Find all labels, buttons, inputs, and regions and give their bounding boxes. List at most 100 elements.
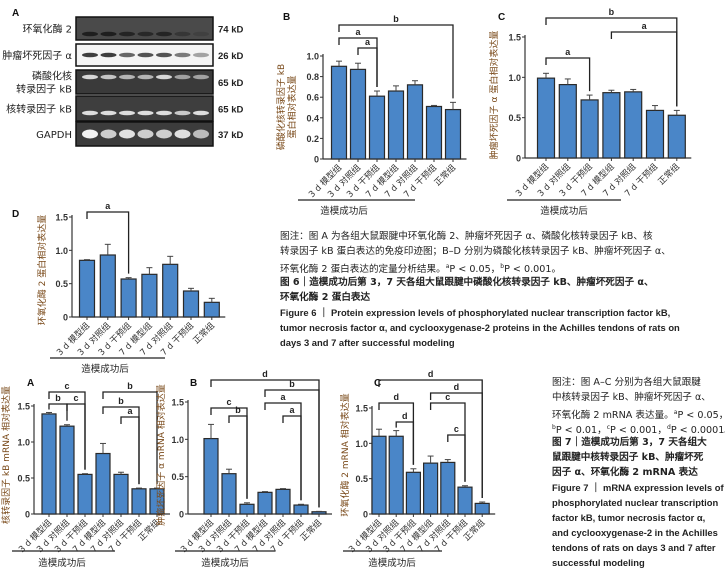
bar — [59, 425, 75, 515]
significance-bracket — [102, 391, 158, 485]
significance-label: a — [355, 27, 361, 37]
caption-text: successful modeling — [552, 557, 645, 568]
blot-band — [100, 110, 117, 116]
blot-band — [119, 52, 135, 58]
bar — [141, 273, 158, 318]
molecular-weight-label: 74 kD — [218, 25, 243, 36]
significance-label: d — [454, 382, 460, 392]
y-axis-label: 肿瘤坏死因子 α 蛋白相对表达量 — [488, 31, 500, 160]
y-tick-label: 0.5 — [508, 113, 521, 123]
y-axis-label: 核转录因子 kB mRNA 相对表达量 — [0, 386, 12, 524]
y-axis-label: 环氧化酶 2 mRNA 相对表达量 — [339, 393, 351, 516]
panel-letter: D — [12, 209, 19, 220]
blot-band — [82, 74, 98, 80]
bar — [131, 488, 147, 515]
bar — [536, 77, 556, 159]
blot-row-label: 磷酸化核 — [32, 70, 72, 83]
y-tick-label: 1.0 — [171, 435, 184, 445]
caption-text: P < 0.01， — [555, 425, 607, 436]
y-tick-label: 0 — [314, 155, 319, 165]
caption-text: 中核转录因子 kB、肿瘤坏死因子 α、 — [552, 392, 711, 403]
caption-line: 图 7｜造模成功后第 3，7 天各组大 — [552, 435, 707, 450]
caption-text: 因子 α、环氧化酶 2 mRNA 表达 — [552, 467, 698, 478]
bar — [387, 90, 405, 160]
panel-letter: A — [27, 378, 34, 389]
bar — [162, 263, 179, 318]
caption-line: 环氧化酶 2 蛋白表达 — [280, 290, 370, 305]
significance-label: b — [393, 14, 399, 24]
bar — [474, 502, 490, 515]
bar — [41, 413, 57, 515]
molecular-weight-label: 26 kD — [218, 51, 243, 62]
caption-text: 鼠跟腱中核转录因子 kB、肿瘤坏死 — [552, 452, 704, 463]
y-tick-label: 1.5 — [508, 33, 521, 43]
significance-label: d — [428, 369, 434, 379]
caption-text: 环氧化酶 2 mRNA 表达量。 — [552, 410, 674, 421]
blot-band — [82, 129, 98, 139]
significance-bracket — [429, 392, 483, 498]
blot-band — [174, 74, 191, 80]
blot-band — [100, 129, 117, 139]
bar — [349, 68, 367, 160]
significance-label: d — [402, 411, 408, 421]
bar — [624, 91, 643, 159]
blot-band — [156, 31, 172, 37]
x-axis-group-label: 造模成功后 — [368, 557, 416, 569]
y-tick-label: 0.5 — [17, 474, 30, 484]
panel-letter: C — [374, 378, 381, 389]
x-tick-label: 正常组 — [190, 319, 217, 346]
x-axis-group-label: 造模成功后 — [540, 205, 588, 217]
y-tick-label: 1.0 — [355, 439, 368, 449]
blot-row-label: 转录因子 kB — [16, 83, 72, 96]
caption-line: 中核转录因子 kB、肿瘤坏死因子 α、 — [552, 390, 711, 405]
blot-band — [119, 129, 135, 139]
caption-text: P < 0.001。 — [504, 264, 562, 276]
x-tick-label: 正常组 — [431, 161, 458, 188]
bar — [293, 504, 309, 515]
caption-line: 因子 α、环氧化酶 2 mRNA 表达 — [552, 465, 698, 480]
x-axis-group-label: 造模成功后 — [201, 557, 249, 569]
caption-text: P < 0.0001。 — [670, 425, 725, 436]
molecular-weight-label: 37 kD — [218, 130, 243, 141]
y-tick-label: 0.5 — [55, 279, 68, 289]
bar — [440, 461, 456, 515]
blot-strip — [75, 69, 214, 95]
significance-label: c — [445, 392, 450, 402]
significance-label: c — [64, 381, 69, 391]
caption-text: days 3 and 7 after successful modeling — [280, 337, 455, 349]
bar — [667, 114, 686, 159]
significance-label: a — [105, 201, 111, 211]
bar — [602, 92, 621, 159]
bar — [203, 301, 220, 318]
significance-label: c — [73, 393, 78, 403]
significance-label: d — [262, 369, 268, 379]
caption-line: phosphorylated nuclear transcription — [552, 495, 718, 511]
panel-letter: B — [190, 378, 197, 389]
caption-line: 图注：图 A 为各组大鼠跟腱中环氧化酶 2、肿瘤坏死因子 α、磷酸化核转录因子 … — [280, 229, 653, 244]
x-tick-label: 正常组 — [297, 516, 324, 543]
significance-label: b — [118, 396, 124, 406]
significance-label: b — [55, 393, 61, 403]
blot-row-label: 肿瘤坏死因子 α — [2, 49, 72, 62]
caption-text: and cyclooxygenase-2 in the Achilles — [552, 527, 718, 538]
bar — [221, 473, 237, 515]
caption-text: 环氧化酶 2 蛋白表达的定量分析结果。 — [280, 264, 446, 276]
caption-text: phosphorylated nuclear transcription — [552, 497, 719, 508]
blot-row-label: GAPDH — [36, 130, 72, 141]
bar — [405, 471, 421, 515]
bar — [99, 254, 116, 318]
blot-band — [100, 31, 117, 37]
blot-band — [193, 110, 209, 116]
blot-band — [137, 110, 154, 116]
superscript-marker: c — [606, 424, 611, 431]
bar — [182, 290, 200, 318]
blot-band — [82, 110, 98, 116]
bar — [330, 65, 348, 160]
bar — [113, 473, 129, 515]
bar — [457, 486, 473, 515]
superscript-marker: a — [673, 409, 678, 416]
blot-band — [174, 110, 191, 116]
